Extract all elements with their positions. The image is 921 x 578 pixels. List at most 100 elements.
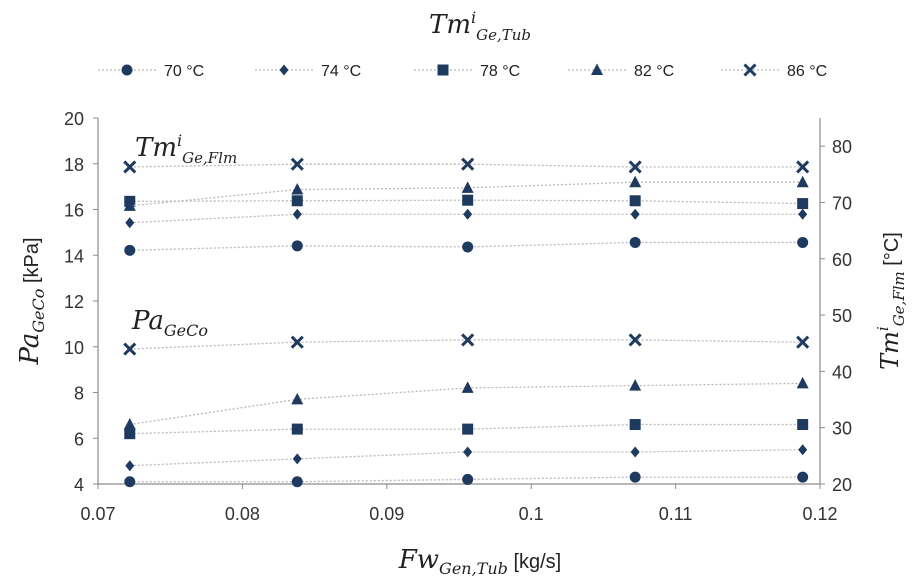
legend-marker [743, 63, 757, 77]
y-right-tick-label: 60 [832, 250, 852, 270]
data-point [462, 241, 474, 253]
x-tick-label: 0.12 [802, 504, 837, 524]
series-line [129, 213, 803, 224]
y-left-tick-label: 8 [74, 384, 84, 404]
data-point [291, 476, 303, 488]
data-point [461, 333, 475, 347]
y-left-tick-label: 12 [64, 292, 84, 312]
series-left-square [124, 419, 809, 440]
y-left-tick-label: 10 [64, 338, 84, 358]
data-point [291, 240, 303, 252]
legend-item-diamond: 74 °C [255, 63, 361, 80]
y-right-tick-label: 50 [832, 306, 852, 326]
y-right-tick-label: 70 [832, 193, 852, 213]
data-point [292, 208, 302, 220]
legend-marker [279, 64, 289, 76]
data-point [461, 157, 475, 171]
data-point [628, 333, 642, 347]
legend-label: 78 °C [480, 63, 520, 80]
data-point [796, 160, 810, 174]
data-point [798, 208, 808, 220]
series-left-diamond [125, 444, 808, 472]
legend: 70 °C 74 °C 78 °C 82 °C 86 °C [98, 63, 827, 80]
axis-ticks: 0.07 0.08 0.09 0.1 0.11 0.12 4 6 8 10 12 14 16 18 20 20… [64, 109, 852, 524]
series-left-circle [124, 471, 809, 488]
y-axis-left-label: PaGeCo [kPa] [15, 237, 48, 365]
series-left-triangle [123, 376, 809, 430]
legend-marker [121, 64, 133, 76]
data-point [463, 208, 473, 220]
data-point [292, 453, 302, 465]
data-point [797, 471, 809, 483]
data-point [463, 446, 473, 458]
annotation-lower: PaGeCo [131, 306, 208, 340]
series-line [129, 181, 803, 207]
series-right-diamond [125, 208, 808, 229]
data-point [124, 428, 136, 440]
legend-item-triangle: 82 °C [568, 63, 674, 80]
series-left-x [123, 333, 810, 356]
y-right-tick-label: 80 [832, 137, 852, 157]
x-tick-label: 0.09 [369, 504, 404, 524]
data-point [125, 217, 135, 229]
series-line [129, 339, 803, 350]
data-point [123, 342, 137, 356]
data-point [291, 423, 303, 435]
data-point [462, 473, 474, 485]
data-point [797, 236, 809, 248]
data-point [461, 181, 474, 193]
series-layer [123, 157, 810, 488]
data-point [629, 195, 641, 207]
data-point [629, 175, 642, 188]
data-point [125, 460, 135, 472]
data-point [123, 199, 136, 211]
legend-label: 70 °C [164, 63, 204, 80]
legend-marker [591, 63, 603, 75]
y-right-tick-label: 40 [832, 362, 852, 382]
data-point [124, 244, 136, 256]
x-axis-label: FwGen,Tub [kg/s] [398, 545, 562, 578]
data-point [123, 160, 137, 174]
data-point [291, 392, 304, 405]
data-point [630, 446, 640, 458]
legend-label: 74 °C [321, 63, 361, 80]
data-point [123, 418, 136, 430]
legend-item-x: 86 °C [721, 63, 827, 80]
y-right-tick-label: 20 [832, 475, 852, 495]
data-point [124, 476, 136, 488]
data-point [629, 236, 641, 248]
data-point [290, 335, 304, 349]
data-point [291, 195, 303, 207]
legend-title: TmiGe,Tub [429, 8, 531, 44]
data-point [462, 194, 474, 206]
data-point [290, 157, 304, 171]
y-left-tick-label: 16 [64, 201, 84, 221]
data-point [461, 381, 474, 393]
data-point [796, 335, 810, 349]
data-point [628, 160, 642, 174]
data-point [796, 175, 809, 188]
series-right-x [123, 157, 810, 174]
x-tick-label: 0.1 [519, 504, 544, 524]
series-right-circle [124, 236, 809, 256]
data-point [630, 208, 640, 220]
legend-item-circle: 70 °C [98, 63, 204, 80]
legend-label: 86 °C [787, 63, 827, 80]
y-left-tick-label: 20 [64, 109, 84, 129]
y-right-tick-label: 30 [832, 419, 852, 439]
data-point [462, 423, 474, 435]
data-point [796, 376, 809, 389]
data-point [629, 419, 641, 431]
x-tick-label: 0.08 [225, 504, 260, 524]
legend-marker [437, 64, 449, 76]
data-point [797, 198, 809, 210]
series-right-triangle [123, 175, 809, 211]
legend-item-square: 78 °C [414, 63, 520, 80]
x-tick-label: 0.11 [659, 504, 693, 524]
legend-label: 82 °C [634, 63, 674, 80]
y-left-tick-label: 4 [74, 475, 84, 495]
data-point [798, 444, 808, 456]
annotation-upper: TmiGe,Flm [135, 131, 237, 167]
y-left-tick-label: 6 [74, 429, 84, 449]
